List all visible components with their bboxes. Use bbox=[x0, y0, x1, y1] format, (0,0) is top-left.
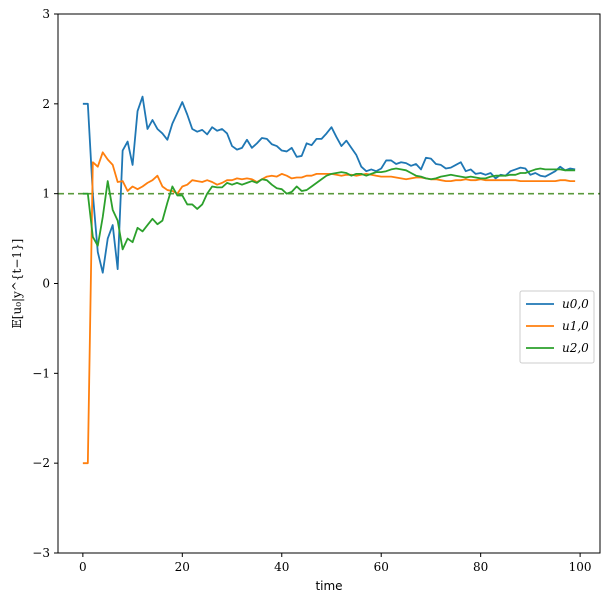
legend-label-2: u2,0 bbox=[562, 341, 589, 355]
x-tick-label: 100 bbox=[569, 560, 592, 574]
x-tick-label: 20 bbox=[175, 560, 190, 574]
x-axis-label: time bbox=[315, 579, 342, 593]
legend: u0,0 u1,0 u2,0 bbox=[519, 290, 595, 364]
legend-label-1: u1,0 bbox=[562, 319, 589, 333]
x-tick-label: 40 bbox=[274, 560, 289, 574]
y-tick-label: −2 bbox=[32, 456, 50, 470]
series-layer bbox=[82, 95, 576, 465]
x-tick-label: 60 bbox=[374, 560, 389, 574]
series-line-0 bbox=[82, 95, 576, 274]
legend-box bbox=[519, 290, 595, 364]
y-tick-label: 0 bbox=[42, 277, 50, 291]
y-tick-label: 3 bbox=[42, 7, 50, 21]
legend-label-0: u0,0 bbox=[562, 297, 589, 311]
y-tick-label: 2 bbox=[42, 97, 50, 111]
y-tick-label: −1 bbox=[32, 366, 50, 380]
x-tick-label: 0 bbox=[79, 560, 87, 574]
y-axis-label: 𝔼[u₀|y^{t−1}] bbox=[10, 239, 24, 329]
x-tick-label: 80 bbox=[473, 560, 488, 574]
series-line-2 bbox=[82, 167, 576, 251]
x-axis-ticks: 0 20 40 60 80 100 bbox=[79, 553, 592, 574]
plot-frame bbox=[57, 13, 601, 554]
y-tick-label: −3 bbox=[32, 546, 50, 560]
series-line-1 bbox=[82, 151, 576, 465]
y-axis-ticks: −3 −2 −1 0 1 2 3 bbox=[32, 7, 58, 560]
y-tick-label: 1 bbox=[42, 187, 50, 201]
